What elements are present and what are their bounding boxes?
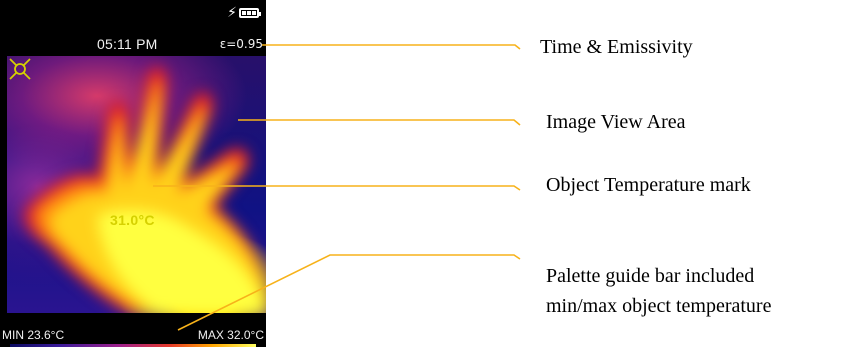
lightning-bolt-icon: ⚡ [227, 5, 237, 21]
callout-line-view [238, 119, 521, 126]
status-bar: ⚡ 05:11 PM ε=0.95 [0, 0, 266, 56]
hand-heat-signature [23, 66, 266, 313]
callout-line-time [262, 44, 521, 50]
crosshair-target-icon [9, 58, 31, 80]
palette-guide-bar [10, 344, 256, 347]
image-view-area: 31.0°C [7, 56, 266, 313]
callout-label-palette-line1: Palette guide bar included [546, 265, 755, 287]
thermal-camera-screen: ⚡ 05:11 PM ε=0.95 31.0°C MIN 23.6°C [0, 0, 266, 347]
clock-time: 05:11 PM [97, 36, 158, 52]
max-temperature: MAX 32.0°C [197, 328, 264, 342]
battery-full-icon [239, 8, 261, 18]
callout-label-palette-line2: min/max object temperature [546, 295, 772, 317]
palette-guide-bar-area: MIN 23.6°C MAX 32.0°C [0, 313, 266, 347]
min-temperature: MIN 23.6°C [2, 328, 65, 342]
callout-label-object-temperature: Object Temperature mark [546, 174, 751, 196]
callout-label-time-emissivity: Time & Emissivity [540, 36, 693, 58]
power-status: ⚡ [227, 5, 261, 21]
callout-label-palette-guide: Palette guide bar included min/max objec… [546, 261, 771, 321]
object-temperature-value: 31.0°C [110, 212, 155, 228]
callout-label-image-view-area: Image View Area [546, 111, 686, 133]
emissivity-value: ε=0.95 [219, 37, 263, 51]
